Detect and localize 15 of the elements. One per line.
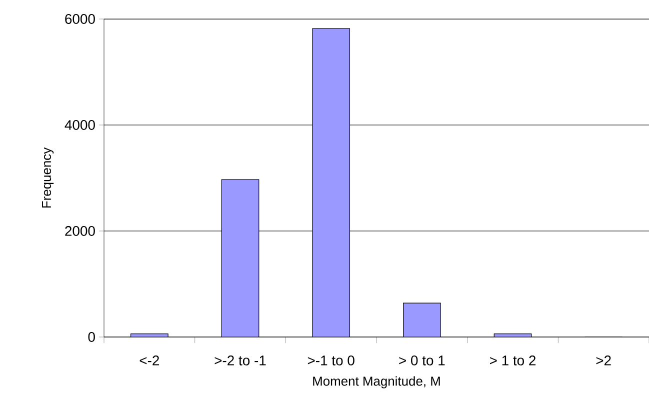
x-tick-label: >-2 to -1 <box>214 356 266 366</box>
bar <box>403 302 441 337</box>
bar <box>221 179 260 337</box>
y-tick-label: 0 <box>88 332 95 342</box>
x-tick-label: <-2 <box>140 356 159 366</box>
y-axis-title: Frequency <box>42 147 54 208</box>
x-tick-label: > 0 to 1 <box>399 356 445 366</box>
y-tick-label: 6000 <box>65 14 95 24</box>
y-tick-label: 2000 <box>65 226 95 236</box>
x-tick-label: >-1 to 0 <box>308 356 354 366</box>
x-tick-label: >2 <box>596 356 611 366</box>
bar <box>312 28 350 337</box>
x-tick-label: > 1 to 2 <box>490 356 536 366</box>
x-axis-title: Moment Magnitude, M <box>313 376 440 388</box>
y-tick-label: 4000 <box>64 120 95 130</box>
